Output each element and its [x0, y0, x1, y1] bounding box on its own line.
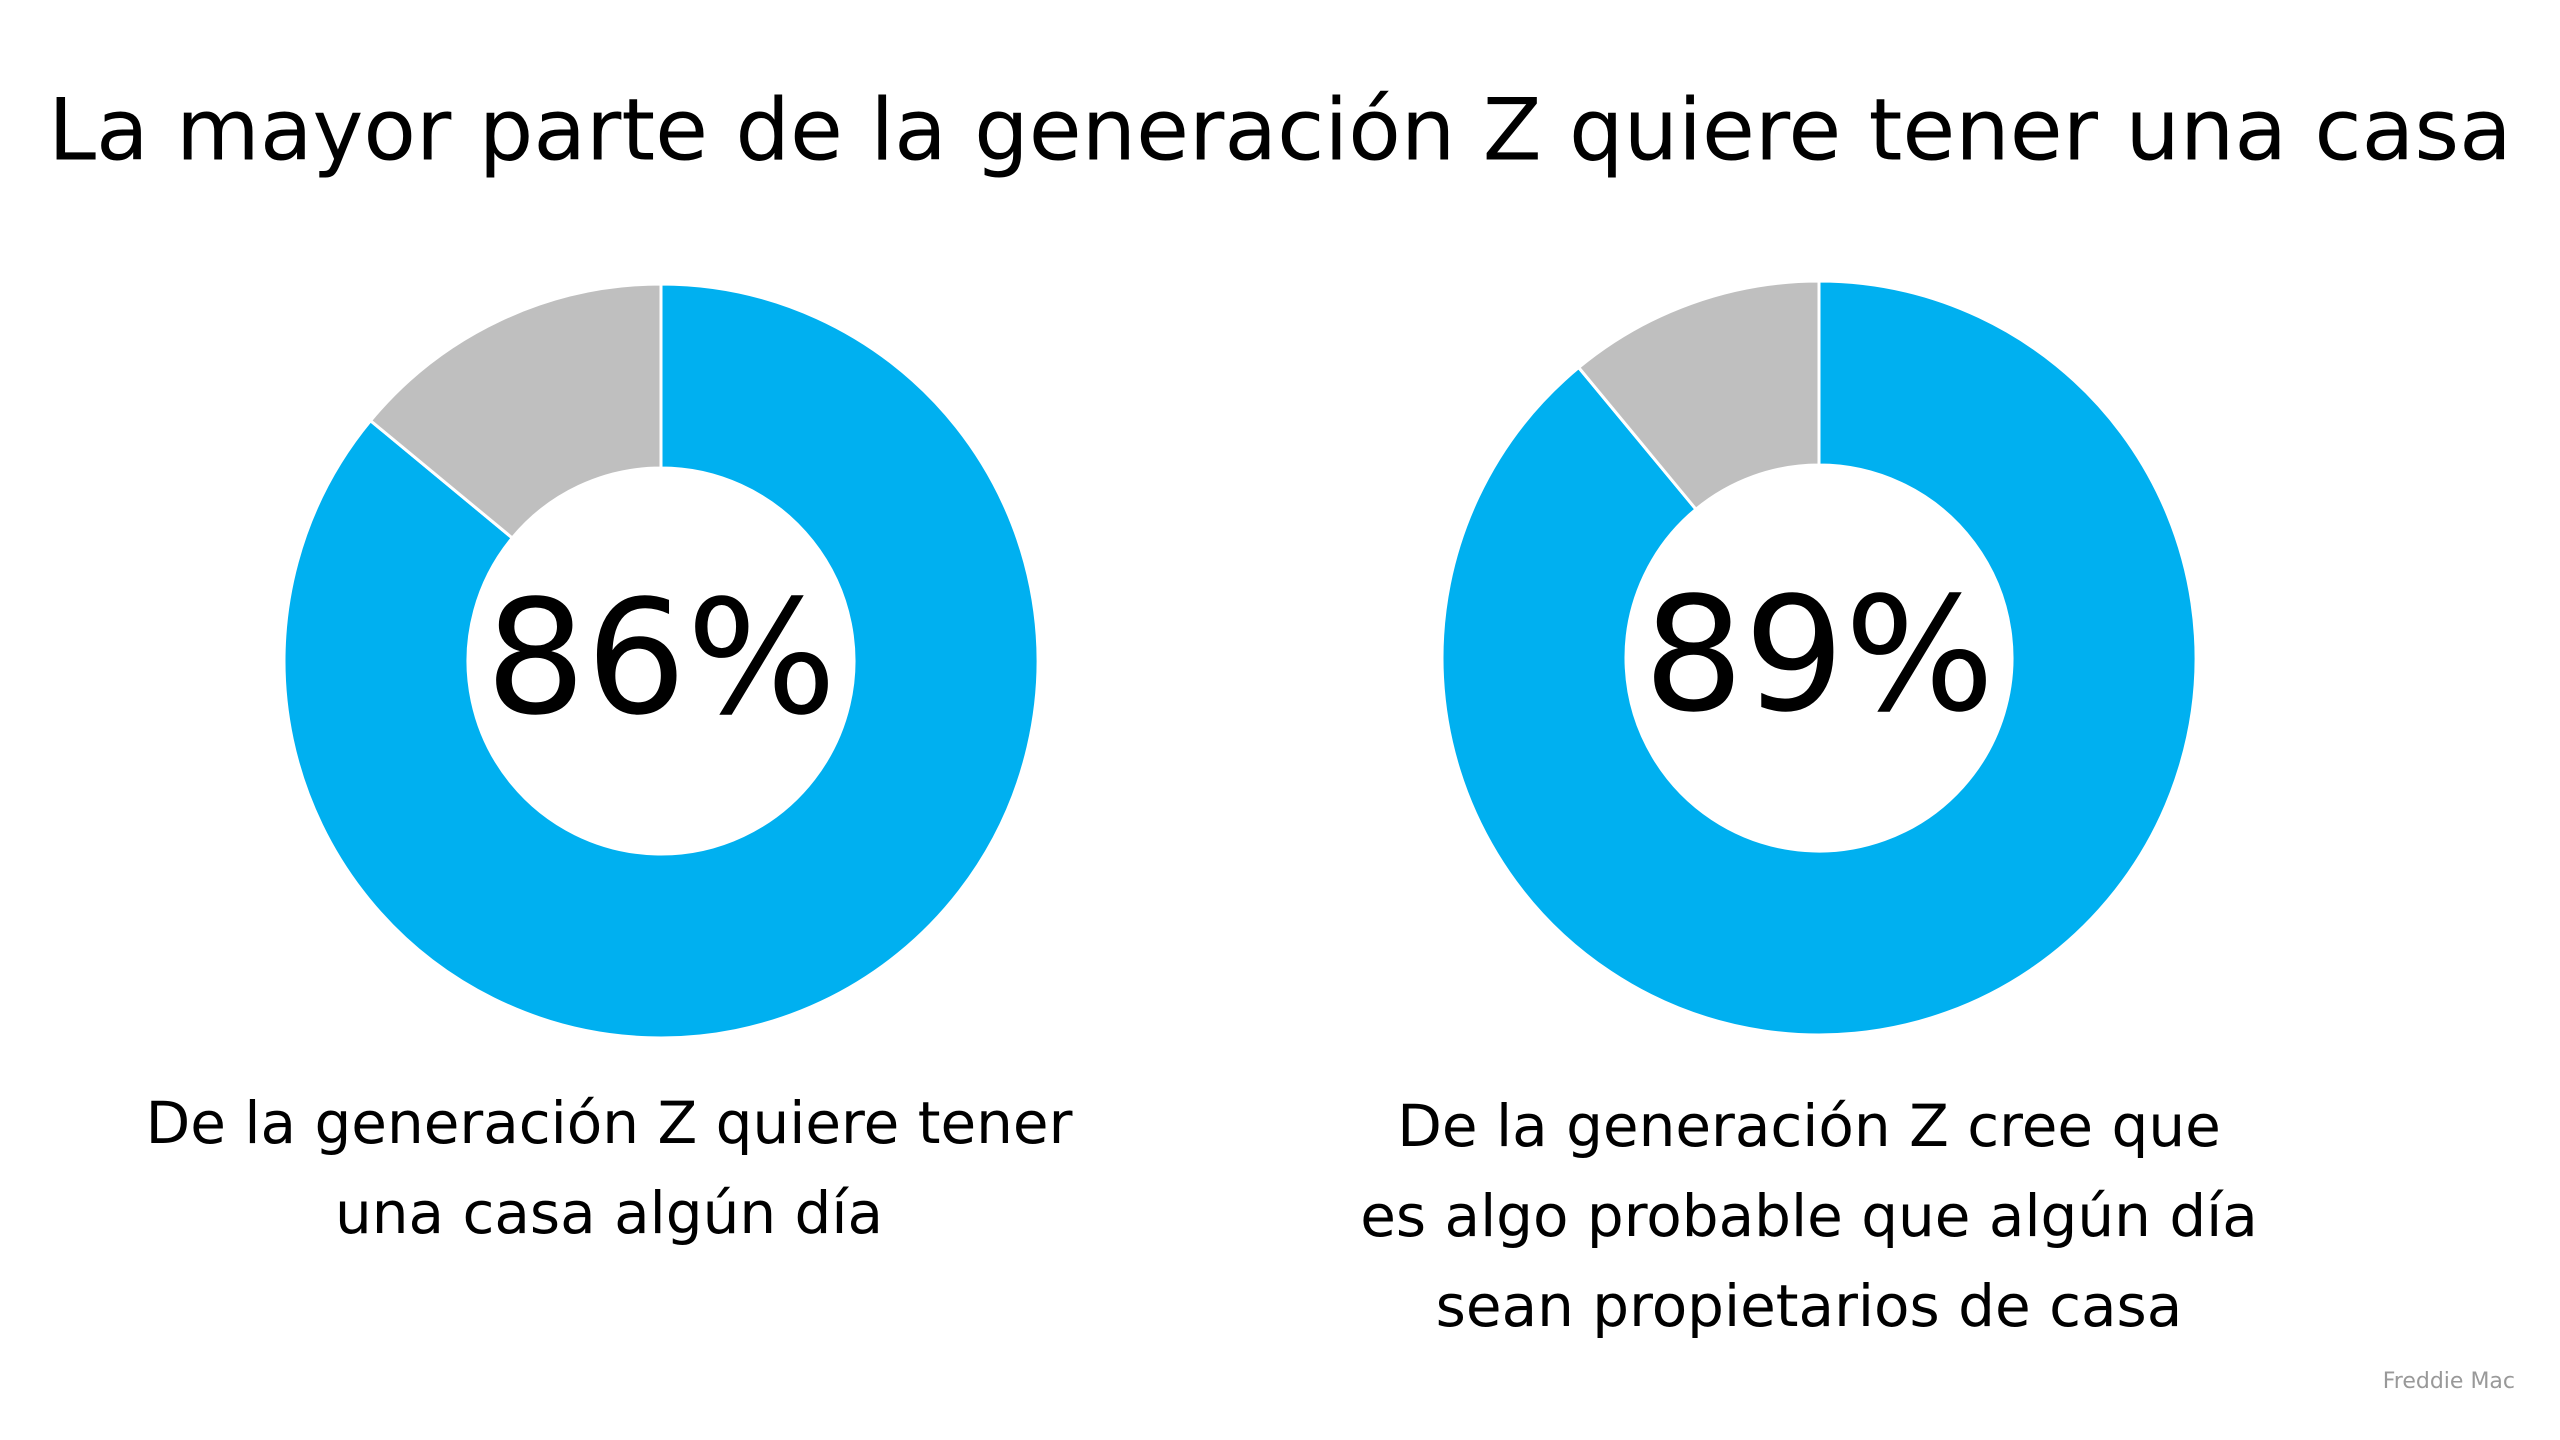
donut-segment — [368, 282, 663, 541]
donut-segment — [282, 282, 1040, 1040]
caption-line: una casa algún día — [335, 1179, 883, 1247]
source: Freddie Mac — [2383, 1369, 2515, 1394]
slide-title: La mayor parte de la generación Z quiere… — [48, 80, 2512, 180]
caption-line: De la generación Z cree que — [1397, 1092, 2221, 1160]
donut-segment — [1440, 279, 2198, 1037]
caption-line: De la generación Z quiere tener — [146, 1089, 1073, 1157]
caption-line: sean propietarios de casa — [1436, 1272, 2183, 1340]
center-label: 89% — [1643, 563, 1994, 747]
center-label: 86% — [485, 566, 836, 750]
donut-segment — [1576, 279, 1821, 512]
caption-line: es algo probable que algún día — [1360, 1182, 2258, 1250]
